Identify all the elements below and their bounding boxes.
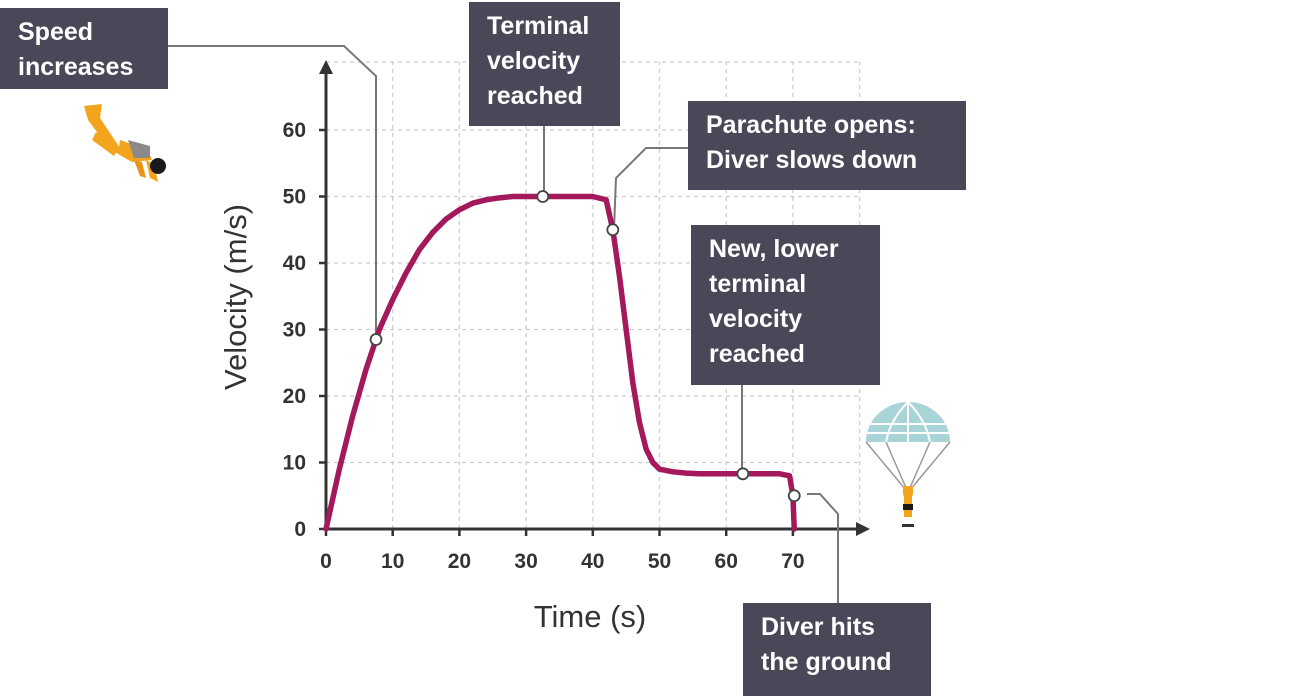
y-tick-label: 30 — [283, 319, 306, 342]
data-point-marker — [369, 333, 383, 346]
point-markers — [369, 190, 801, 503]
y-tick-label: 20 — [283, 385, 306, 408]
skydiver-icon — [84, 104, 166, 182]
y-tick-label: 40 — [283, 252, 306, 275]
x-tick-label: 70 — [781, 550, 804, 573]
y-axis-label: Velocity (m/s) — [218, 204, 253, 390]
x-tick-label: 30 — [514, 550, 537, 573]
x-tick-label: 60 — [715, 550, 738, 573]
axes — [319, 60, 870, 536]
y-axis-arrow — [319, 60, 333, 74]
x-axis-label: Time (s) — [534, 599, 647, 634]
velocity-series-line — [323, 193, 797, 532]
callout-lower-terminal-velocity: New, lower terminal velocity reached — [691, 225, 880, 385]
x-tick-label: 50 — [648, 550, 671, 573]
x-tick-label: 20 — [448, 550, 471, 573]
leader-line — [807, 493, 839, 603]
tick-labels: 0 10 20 30 40 50 60 70 0 10 20 30 40 50 60 — [283, 119, 805, 573]
data-point-marker — [736, 467, 750, 481]
data-point-marker — [787, 489, 801, 503]
x-tick-label: 40 — [581, 550, 604, 573]
callout-leaders — [168, 45, 839, 603]
data-point-marker — [606, 223, 620, 237]
callout-diver-hits-ground: Diver hits the ground — [743, 603, 931, 696]
parachute-icon — [865, 401, 951, 527]
data-point-marker — [536, 190, 550, 203]
y-tick-label: 60 — [283, 119, 306, 142]
leader-line — [168, 45, 377, 340]
y-tick-label: 10 — [283, 452, 306, 475]
x-axis-arrow — [856, 522, 870, 536]
callout-parachute-opens: Parachute opens: Diver slows down — [688, 101, 966, 190]
x-tick-label: 10 — [381, 550, 404, 573]
x-tick-label: 0 — [320, 550, 332, 573]
callout-terminal-velocity: Terminal velocity reached — [469, 2, 620, 126]
y-tick-label: 0 — [294, 518, 306, 541]
y-tick-label: 50 — [283, 186, 306, 209]
leader-line — [613, 147, 688, 230]
callout-speed-increases: Speed increases — [0, 8, 168, 89]
